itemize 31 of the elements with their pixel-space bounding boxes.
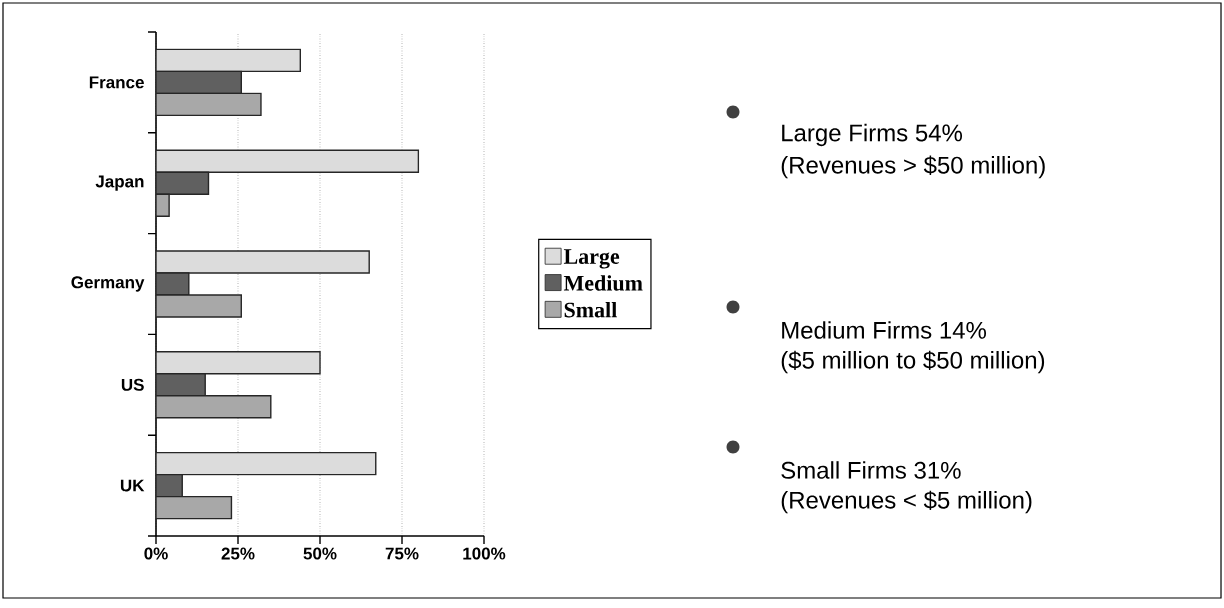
y-tick-label: US [121, 378, 144, 391]
x-tick-label: 50% [303, 547, 337, 560]
bar [156, 149, 420, 173]
bar [156, 373, 206, 397]
bar [156, 70, 242, 95]
x-tick-label: 75% [385, 547, 419, 560]
bar [156, 495, 233, 520]
legend-label: Small [564, 301, 617, 318]
x-tick-label: 25% [221, 547, 255, 560]
bar [156, 351, 321, 375]
y-tick-label: France [89, 76, 144, 89]
bar [156, 473, 183, 498]
text: Large Firms 54% [782, 123, 963, 147]
y-tick-label: Japan [95, 175, 144, 191]
x-tick-label: 100% [463, 547, 506, 560]
text: Medium Firms 14% [782, 321, 987, 339]
bar [156, 48, 302, 73]
legend-label: Medium [563, 275, 643, 291]
bar [156, 294, 242, 318]
y-tick-label: UK [120, 479, 145, 492]
bar [156, 250, 370, 274]
text: ($5 million to $50 million) [781, 350, 1045, 374]
x-tick-label: 0% [144, 547, 168, 560]
text: (Revenues < $5 million) [781, 490, 1032, 514]
legend-label: Large [563, 249, 620, 269]
bar [156, 395, 272, 419]
text: Small Firms 31% [781, 461, 961, 479]
bar [156, 451, 377, 476]
text: (Revenues > $50 million) [781, 155, 1045, 179]
bar [156, 92, 262, 117]
y-tick-label: Germany [71, 276, 145, 292]
